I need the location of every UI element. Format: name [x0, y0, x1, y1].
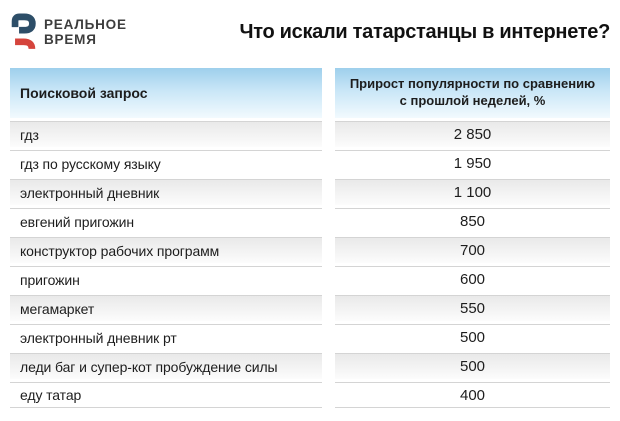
page-title: Что искали татарстанцы в интернете? — [239, 21, 610, 43]
growth-cell: 700 — [335, 237, 610, 263]
query-cell: электронный дневник рт — [10, 324, 322, 350]
table-row: еду татар 400 — [10, 382, 610, 408]
growth-cell: 600 — [335, 266, 610, 292]
brand-name: РЕАЛЬНОЕ ВРЕМЯ — [44, 12, 127, 47]
growth-cell: 1 950 — [335, 150, 610, 176]
query-cell: электронный дневник — [10, 179, 322, 205]
query-cell: еду татар — [10, 382, 322, 408]
table-row: электронный дневник рт 500 — [10, 324, 610, 350]
column-header-growth: Прирост популярности по сравнению с прош… — [335, 68, 610, 118]
query-cell: гдз по русскому языку — [10, 150, 322, 176]
column-header-query: Поисковой запрос — [10, 68, 322, 118]
table-row: мегамаркет 550 — [10, 295, 610, 321]
header-bar: РЕАЛЬНОЕ ВРЕМЯ Что искали татарстанцы в … — [10, 12, 610, 60]
query-cell: пригожин — [10, 266, 322, 292]
query-cell: евгений пригожин — [10, 208, 322, 234]
query-cell: гдз — [10, 121, 322, 147]
growth-cell: 2 850 — [335, 121, 610, 147]
table-row: леди баг и супер-кот пробуждение силы 50… — [10, 353, 610, 379]
table-row: электронный дневник 1 100 — [10, 179, 610, 205]
query-cell: конструктор рабочих программ — [10, 237, 322, 263]
query-cell: леди баг и супер-кот пробуждение силы — [10, 353, 322, 379]
table-row: гдз 2 850 — [10, 121, 610, 147]
growth-cell: 500 — [335, 324, 610, 350]
search-queries-table: Поисковой запрос Прирост популярности по… — [10, 68, 610, 411]
table-row: евгений пригожин 850 — [10, 208, 610, 234]
table-row: гдз по русскому языку 1 950 — [10, 150, 610, 176]
growth-cell: 400 — [335, 382, 610, 408]
growth-cell: 550 — [335, 295, 610, 321]
query-cell: мегамаркет — [10, 295, 322, 321]
brand-name-line2: ВРЕМЯ — [44, 32, 97, 47]
brand-r-icon — [11, 13, 36, 50]
table-header-row: Поисковой запрос Прирост популярности по… — [10, 68, 610, 118]
realnoe-vremya-logo: РЕАЛЬНОЕ ВРЕМЯ — [10, 12, 127, 52]
table-body: гдз 2 850 гдз по русскому языку 1 950 эл… — [10, 121, 610, 408]
growth-cell: 850 — [335, 208, 610, 234]
brand-name-line1: РЕАЛЬНОЕ — [44, 17, 127, 32]
table-row: конструктор рабочих программ 700 — [10, 237, 610, 263]
growth-cell: 1 100 — [335, 179, 610, 205]
table-row: пригожин 600 — [10, 266, 610, 292]
growth-cell: 500 — [335, 353, 610, 379]
